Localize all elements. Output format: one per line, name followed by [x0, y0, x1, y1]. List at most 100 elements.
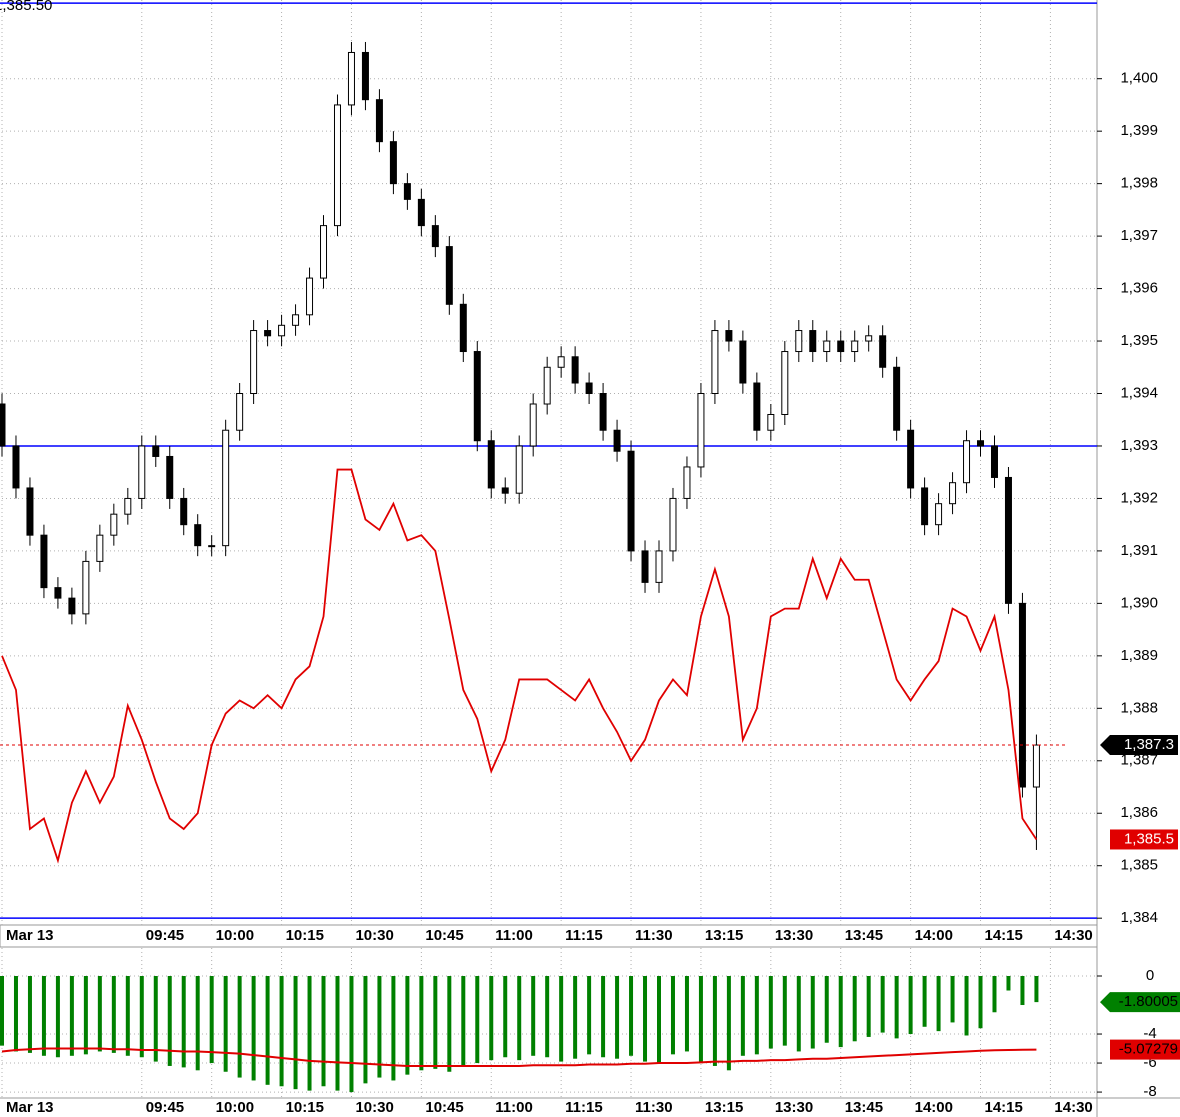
histogram-bar [1034, 976, 1039, 1003]
candle-body [865, 335, 873, 342]
y-tick-label: 1,398 [1120, 175, 1158, 192]
candle-body [921, 487, 929, 526]
candle-body [683, 466, 691, 499]
y-tick-label: 1,386 [1120, 804, 1158, 821]
y-tick-label: 1,391 [1120, 542, 1158, 559]
x-tick-label: 14:00 [915, 1099, 953, 1116]
line-label: 1,385.5 [1124, 830, 1174, 847]
x-tick-label: 13:45 [845, 1099, 883, 1116]
candle-body [278, 324, 286, 337]
y-tick-label: 1,395 [1120, 332, 1158, 349]
histogram-bar [810, 976, 815, 1049]
histogram-bar [503, 976, 508, 1058]
candle-body [54, 587, 62, 599]
histogram-bar [251, 976, 256, 1081]
price-label: 1,387.3 [1124, 736, 1174, 753]
candle-body [935, 503, 943, 526]
candle-body [152, 445, 160, 457]
histogram-bar [922, 976, 927, 1027]
candle-body [739, 340, 747, 384]
candle-body [697, 393, 705, 468]
candle-body [543, 366, 551, 405]
histogram-bar [13, 976, 18, 1052]
candle-body [963, 440, 971, 484]
y-tick-label: -8 [1143, 1083, 1156, 1100]
histogram-bar [838, 976, 843, 1048]
y-tick-label: 1,400 [1120, 70, 1158, 87]
histogram-bar [293, 976, 298, 1090]
x-tick-label: 10:00 [216, 927, 254, 944]
histogram-bar [349, 976, 354, 1093]
y-tick-label: -4 [1143, 1025, 1156, 1042]
candle-body [641, 550, 649, 583]
candle-body [320, 225, 328, 279]
candle-body [12, 445, 20, 489]
bar-label: -1.80005 [1119, 993, 1178, 1010]
x-tick-label: 11:15 [565, 927, 603, 944]
candle-body [208, 545, 216, 548]
histogram-bar [279, 976, 284, 1087]
histogram-bar [0, 976, 4, 1046]
histogram-bar [852, 976, 857, 1042]
x-tick-label: 10:15 [286, 1099, 324, 1116]
candle-body [893, 366, 901, 431]
x-tick-label: 13:15 [705, 927, 743, 944]
histogram-bar [740, 976, 745, 1056]
y-tick-label: 1,392 [1120, 489, 1158, 506]
candle-body [529, 403, 537, 447]
y-tick-label: 1,397 [1120, 227, 1158, 244]
candle-body [306, 277, 314, 316]
candle-body [473, 351, 481, 442]
histogram-bar [517, 976, 522, 1061]
candle-body [907, 429, 915, 489]
candle-body [166, 455, 174, 499]
y-tick-label: 1,396 [1120, 280, 1158, 297]
histogram-bar [726, 976, 731, 1071]
candle-body [389, 141, 397, 185]
histogram-bar [615, 976, 620, 1059]
x-tick-label: 10:30 [355, 1099, 393, 1116]
x-tick-label: 11:00 [495, 1099, 533, 1116]
candle-body [417, 198, 425, 227]
candle-body [96, 534, 104, 562]
candle-body [837, 340, 845, 353]
x-tick-label: 10:45 [425, 1099, 463, 1116]
candle-body [431, 225, 439, 248]
candle-body [333, 104, 341, 227]
candle-body [669, 497, 677, 552]
candle-body [292, 314, 300, 326]
histogram-bar [712, 976, 717, 1066]
histogram-bar [950, 976, 955, 1023]
x-tick-label: Mar 13 [6, 1099, 54, 1116]
histogram-bar [69, 976, 74, 1056]
candle-body [879, 335, 887, 368]
histogram-bar [111, 976, 116, 1053]
histogram-bar [181, 976, 186, 1068]
histogram-bar [782, 976, 787, 1046]
histogram-bar [237, 976, 242, 1078]
candle-body [110, 513, 118, 536]
candle-body [711, 330, 719, 395]
candle-body [627, 450, 635, 552]
y-tick-label: 0 [1146, 967, 1154, 984]
y-tick-label: 1,390 [1120, 594, 1158, 611]
candle-body [599, 393, 607, 431]
histogram-bar [335, 976, 340, 1091]
x-tick-label: 13:30 [775, 1099, 813, 1116]
histogram-bar [936, 976, 941, 1032]
histogram-bar [698, 976, 703, 1064]
histogram-bar [908, 976, 913, 1035]
histogram-bar [796, 976, 801, 1052]
x-tick-label: 11:15 [565, 1099, 603, 1116]
histogram-bar [55, 976, 60, 1058]
candle-body [180, 497, 188, 526]
y-tick-label: 1,384 [1120, 909, 1158, 926]
candle-body [236, 393, 244, 431]
candle-body [725, 330, 733, 342]
histogram-bar [643, 976, 648, 1062]
x-tick-label: 10:15 [286, 927, 324, 944]
histogram-bar [545, 976, 550, 1058]
histogram-bar [978, 976, 983, 1029]
x-tick-label: 14:00 [915, 927, 953, 944]
x-tick-label: 11:30 [635, 927, 673, 944]
